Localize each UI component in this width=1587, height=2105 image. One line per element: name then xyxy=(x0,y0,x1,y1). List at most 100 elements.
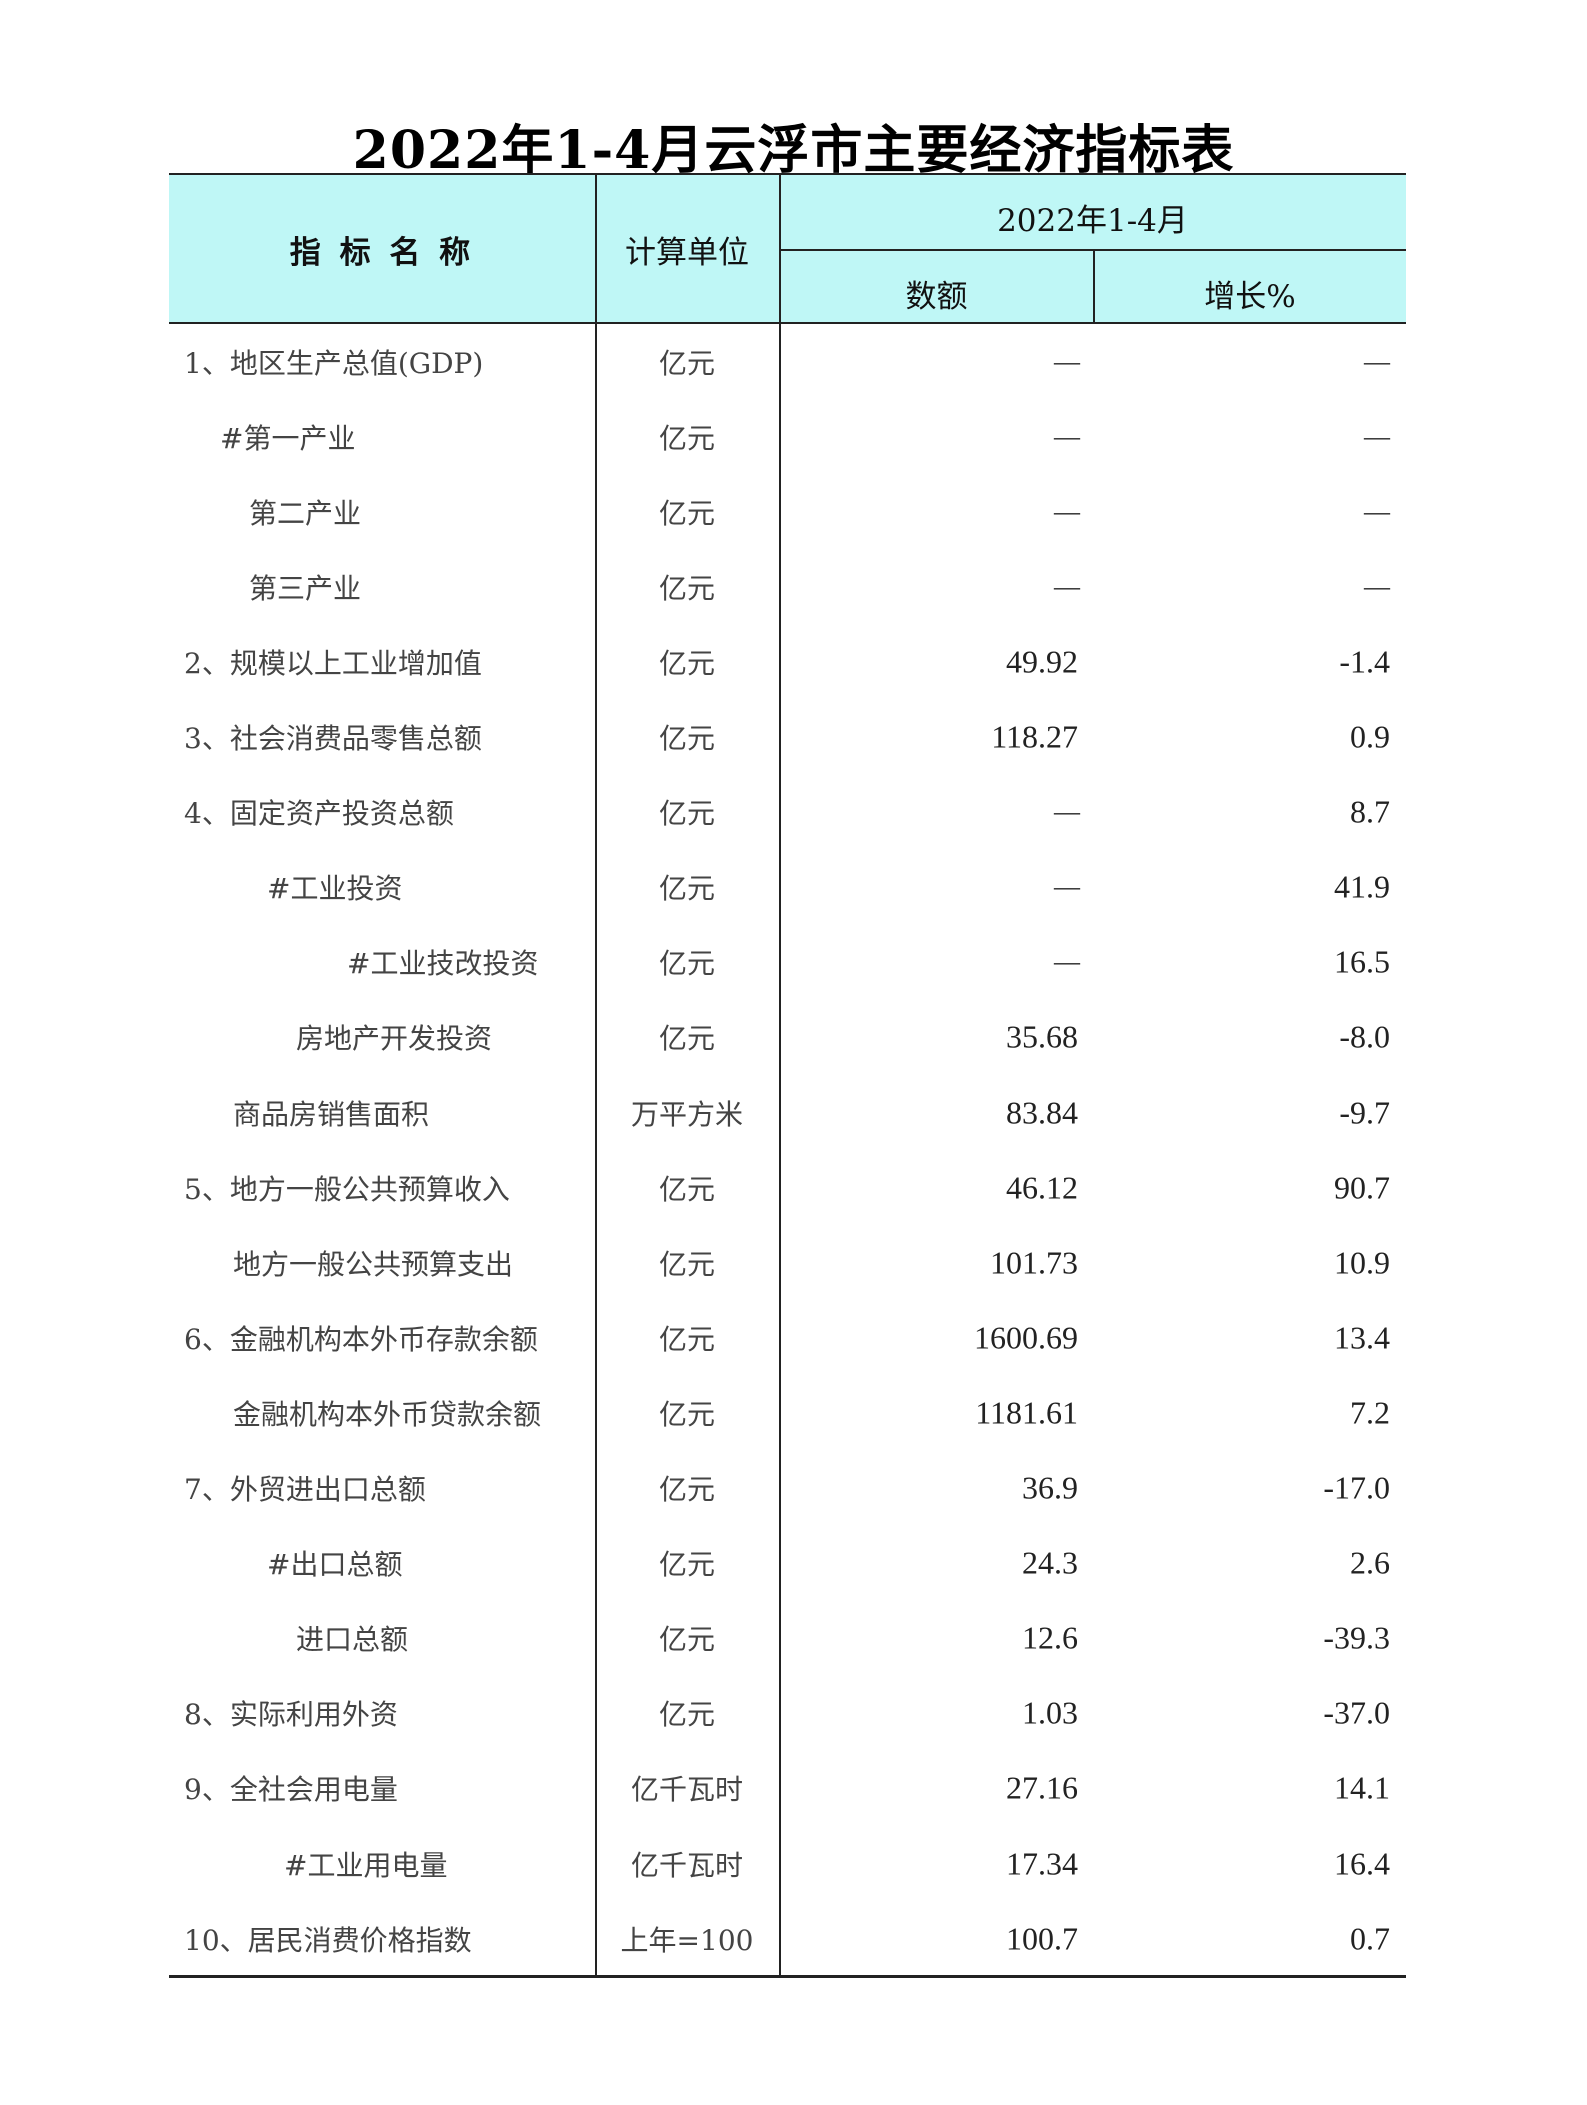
table-row: 金融机构本外币贷款余额 亿元 1181.61 7.2 xyxy=(169,1375,1406,1450)
indicator-name: 6、金融机构本外币存款余额 xyxy=(184,1322,538,1356)
indicator-growth: 0.9 xyxy=(1350,718,1390,755)
indicator-growth: 13.4 xyxy=(1334,1319,1390,1356)
table-row: 7、外贸进出口总额 亿元 36.9 -17.0 xyxy=(169,1451,1406,1526)
indicator-name: 9、全社会用电量 xyxy=(184,1773,398,1807)
header-indicator-name: 指 标 名 称 xyxy=(289,235,475,271)
column-divider-2 xyxy=(779,173,781,1976)
indicator-name: 1、地区生产总值(GDP) xyxy=(184,346,484,380)
indicator-growth: 16.4 xyxy=(1334,1845,1390,1881)
table-row: #工业投资 亿元 — 41.9 xyxy=(169,850,1406,925)
indicator-unit: 亿元 xyxy=(658,1548,715,1582)
indicator-unit: 亿元 xyxy=(658,1022,715,1056)
indicator-unit: 亿元 xyxy=(658,496,715,530)
indicator-amount: 118.27 xyxy=(991,718,1078,755)
indicator-growth: 14.1 xyxy=(1334,1769,1390,1806)
indicator-unit: 亿元 xyxy=(658,1623,715,1657)
indicator-amount: 1.03 xyxy=(1022,1694,1078,1731)
table-row: 1、地区生产总值(GDP) 亿元 — — xyxy=(169,324,1406,399)
indicator-growth: -39.3 xyxy=(1323,1619,1390,1656)
table-row: #第一产业 亿元 — — xyxy=(169,399,1406,474)
page-title: 2022年1-4月云浮市主要经济指标表 xyxy=(352,120,1235,181)
table-row: 3、社会消费品零售总额 亿元 118.27 0.9 xyxy=(169,700,1406,775)
indicator-amount: 101.73 xyxy=(990,1244,1078,1281)
indicator-unit: 亿元 xyxy=(658,1698,715,1732)
table-row: 进口总额 亿元 12.6 -39.3 xyxy=(169,1601,1406,1676)
indicator-amount: 1181.61 xyxy=(975,1394,1078,1431)
indicator-growth: -8.0 xyxy=(1339,1018,1390,1055)
indicator-name: 8、实际利用外资 xyxy=(184,1698,398,1732)
indicator-name: 7、外贸进出口总额 xyxy=(184,1473,426,1506)
table-row: 6、金融机构本外币存款余额 亿元 1600.69 13.4 xyxy=(169,1300,1406,1375)
header-growth: 增长% xyxy=(1204,279,1296,315)
indicator-unit: 亿元 xyxy=(658,1397,715,1431)
table-row: 第二产业 亿元 — — xyxy=(169,474,1406,549)
indicator-growth: — xyxy=(1364,421,1390,451)
indicator-growth: 10.9 xyxy=(1334,1244,1390,1281)
indicator-unit: 亿元 xyxy=(658,1473,715,1506)
header-amount: 数额 xyxy=(905,279,968,315)
indicator-name: 商品房销售面积 xyxy=(233,1097,430,1131)
table-row: 商品房销售面积 万平方米 83.84 -9.7 xyxy=(169,1075,1406,1150)
table-row: 4、固定资产投资总额 亿元 — 8.7 xyxy=(169,775,1406,850)
indicator-unit: 上年=100 xyxy=(620,1923,754,1957)
indicator-amount: — xyxy=(1054,797,1080,827)
indicator-amount: 12.6 xyxy=(1022,1619,1078,1656)
indicator-growth: 16.5 xyxy=(1334,943,1390,980)
indicator-name: 地方一般公共预算支出 xyxy=(233,1247,514,1281)
indicator-amount: — xyxy=(1054,872,1080,902)
table-row: 地方一般公共预算支出 亿元 101.73 10.9 xyxy=(169,1225,1406,1300)
indicator-unit: 亿元 xyxy=(658,421,715,455)
indicator-name: 3、社会消费品零售总额 xyxy=(184,722,482,755)
indicator-amount: 35.68 xyxy=(1006,1018,1078,1055)
indicator-name: 金融机构本外币贷款余额 xyxy=(233,1397,542,1431)
indicator-growth: 0.7 xyxy=(1350,1920,1390,1957)
table-row: 2、规模以上工业增加值 亿元 49.92 -1.4 xyxy=(169,624,1406,699)
indicator-unit: 亿元 xyxy=(658,1322,715,1356)
indicator-name: #工业技改投资 xyxy=(347,947,539,981)
indicator-unit: 亿元 xyxy=(658,947,715,981)
indicator-growth: -1.4 xyxy=(1339,643,1390,680)
indicator-name: 第三产业 xyxy=(249,571,362,605)
table-row: #出口总额 亿元 24.3 2.6 xyxy=(169,1526,1406,1601)
indicator-name: 10、居民消费价格指数 xyxy=(184,1923,472,1957)
indicator-growth: -9.7 xyxy=(1339,1094,1390,1130)
indicator-unit: 亿元 xyxy=(658,571,715,605)
table-row: 5、地方一般公共预算收入 亿元 46.12 90.7 xyxy=(169,1150,1406,1225)
table-row: 8、实际利用外资 亿元 1.03 -37.0 xyxy=(169,1676,1406,1751)
table-row: 10、居民消费价格指数 上年=100 100.7 0.7 xyxy=(169,1901,1406,1976)
table-row: #工业用电量 亿千瓦时 17.34 16.4 xyxy=(169,1826,1406,1901)
indicator-amount: 17.34 xyxy=(1006,1845,1078,1881)
indicator-unit: 万平方米 xyxy=(630,1097,743,1131)
indicator-growth: -17.0 xyxy=(1323,1469,1390,1506)
table-bottom-border xyxy=(169,1975,1406,1978)
indicator-growth: 8.7 xyxy=(1350,793,1390,830)
indicator-growth: 90.7 xyxy=(1334,1169,1390,1206)
indicator-name: #出口总额 xyxy=(267,1548,403,1582)
indicator-growth: -37.0 xyxy=(1323,1694,1390,1731)
indicator-amount: 24.3 xyxy=(1022,1544,1078,1581)
indicator-growth: — xyxy=(1364,571,1390,601)
indicator-amount: 1600.69 xyxy=(974,1319,1078,1356)
indicator-amount: — xyxy=(1054,346,1080,376)
column-divider-1 xyxy=(595,173,597,1976)
indicator-amount: — xyxy=(1054,571,1080,601)
table-row: 第三产业 亿元 — — xyxy=(169,549,1406,624)
indicator-unit: 亿千瓦时 xyxy=(630,1773,743,1807)
table-row: #工业技改投资 亿元 — 16.5 xyxy=(169,925,1406,1000)
table-row: 9、全社会用电量 亿千瓦时 27.16 14.1 xyxy=(169,1751,1406,1826)
indicator-growth: 7.2 xyxy=(1350,1394,1390,1431)
indicator-name: 第二产业 xyxy=(249,496,362,530)
indicator-amount: — xyxy=(1054,496,1080,526)
indicator-unit: 亿千瓦时 xyxy=(630,1848,743,1882)
indicator-name: #第一产业 xyxy=(220,421,356,455)
indicator-amount: 49.92 xyxy=(1006,643,1078,680)
indicator-amount: — xyxy=(1054,947,1080,977)
indicator-unit: 亿元 xyxy=(658,646,715,680)
indicator-amount: 46.12 xyxy=(1006,1169,1078,1206)
table-row: 房地产开发投资 亿元 35.68 -8.0 xyxy=(169,1000,1406,1075)
indicator-amount: 100.7 xyxy=(1006,1920,1078,1957)
indicator-name: 房地产开发投资 xyxy=(296,1022,493,1056)
indicator-name: 4、固定资产投资总额 xyxy=(184,797,454,831)
header-period: 2022年1-4月 xyxy=(997,203,1188,239)
indicator-growth: 41.9 xyxy=(1334,868,1390,905)
